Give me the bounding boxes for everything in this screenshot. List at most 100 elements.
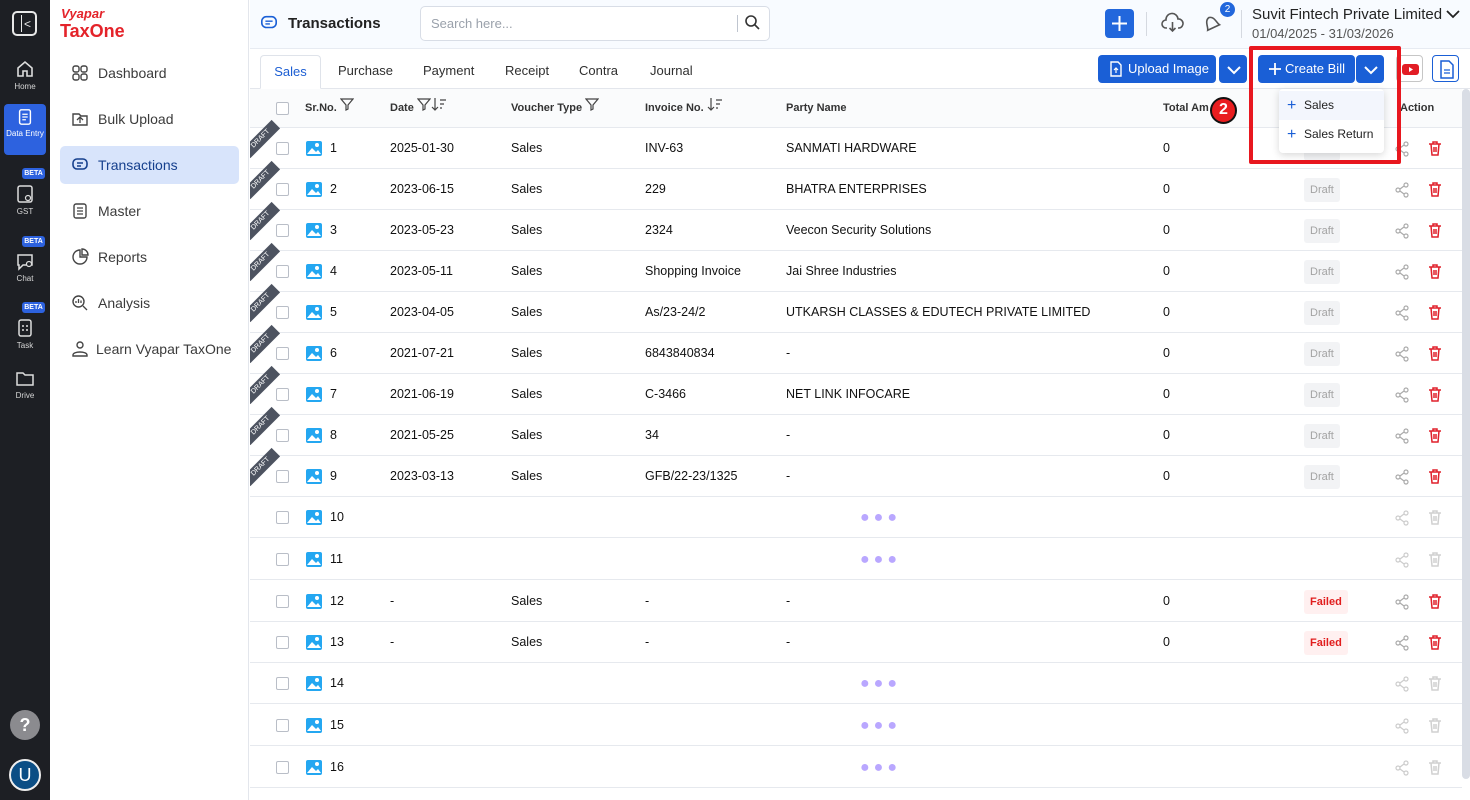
share-icon[interactable]: [1394, 676, 1410, 692]
share-icon[interactable]: [1394, 387, 1410, 403]
table-row[interactable]: 16 ●●●: [250, 747, 1462, 788]
share-icon[interactable]: [1394, 760, 1410, 776]
rail-item-task[interactable]: Task: [4, 318, 46, 350]
table-row[interactable]: DRAFT 6 2021-07-21 Sales 6843840834-0 Draft: [250, 324, 1462, 374]
rail-item-data-entry[interactable]: Data Entry: [4, 104, 46, 155]
row-checkbox[interactable]: [276, 761, 289, 774]
image-icon[interactable]: [305, 717, 323, 734]
delete-icon[interactable]: [1427, 759, 1443, 776]
row-checkbox[interactable]: [276, 677, 289, 690]
row-checkbox[interactable]: [276, 636, 289, 649]
row-checkbox[interactable]: [276, 265, 289, 278]
image-icon[interactable]: [305, 509, 323, 526]
delete-icon[interactable]: [1427, 222, 1443, 239]
image-icon[interactable]: [305, 593, 323, 610]
table-row[interactable]: DRAFT 4 2023-05-11 Sales Shopping Invoice Jai…: [250, 242, 1462, 292]
menu-item-sales-return[interactable]: + Sales Return: [1279, 120, 1384, 149]
share-icon[interactable]: [1394, 264, 1410, 280]
create-bill-button[interactable]: Create Bill: [1258, 55, 1355, 83]
share-icon[interactable]: [1394, 552, 1410, 568]
row-checkbox[interactable]: [276, 142, 289, 155]
avatar[interactable]: U: [9, 759, 41, 791]
financial-period[interactable]: 01/04/2025 - 31/03/2026: [1252, 26, 1394, 41]
sidebar-item-dashboard[interactable]: Dashboard: [60, 54, 239, 92]
share-icon[interactable]: [1394, 594, 1410, 610]
image-icon[interactable]: [305, 468, 323, 485]
table-row[interactable]: DRAFT 7 2021-06-19 Sales C-3466 NET LINK INFO…: [250, 365, 1462, 415]
notification-bell-icon[interactable]: [1200, 12, 1223, 35]
sidebar-item-learn[interactable]: Learn Vyapar TaxOne: [60, 330, 239, 368]
delete-icon[interactable]: [1427, 181, 1443, 198]
sidebar-item-analysis[interactable]: Analysis: [60, 284, 239, 322]
tab-payment[interactable]: Payment: [423, 63, 475, 78]
table-row[interactable]: 12 - Sales - - 0 Failed: [250, 581, 1462, 622]
image-icon[interactable]: [305, 345, 323, 362]
delete-icon[interactable]: [1427, 675, 1443, 692]
row-checkbox[interactable]: [276, 183, 289, 196]
image-icon[interactable]: [305, 304, 323, 321]
tab-sales[interactable]: Sales: [260, 55, 321, 89]
row-checkbox[interactable]: [276, 553, 289, 566]
search-icon[interactable]: [744, 14, 761, 31]
image-icon[interactable]: [305, 181, 323, 198]
filter-icon[interactable]: [416, 97, 432, 111]
delete-icon[interactable]: [1427, 140, 1443, 157]
vertical-scrollbar[interactable]: [1462, 89, 1470, 779]
share-icon[interactable]: [1394, 182, 1410, 198]
delete-icon[interactable]: [1427, 593, 1443, 610]
rail-item-gst[interactable]: GST: [4, 184, 46, 216]
row-checkbox[interactable]: [276, 595, 289, 608]
share-icon[interactable]: [1394, 469, 1410, 485]
share-icon[interactable]: [1394, 635, 1410, 651]
table-row[interactable]: 13 - Sales - - 0 Failed: [250, 622, 1462, 663]
sidebar-item-master[interactable]: Master: [60, 192, 239, 230]
rail-item-drive[interactable]: Drive: [4, 369, 46, 400]
table-row[interactable]: DRAFT 2 2023-06-15 Sales 229 BHATRA ENTERPRIS…: [250, 160, 1462, 210]
create-bill-dropdown[interactable]: [1356, 55, 1384, 83]
company-selector[interactable]: Suvit Fintech Private Limited: [1252, 6, 1460, 23]
table-row[interactable]: 14 ●●●: [250, 663, 1462, 704]
help-icon[interactable]: ?: [10, 710, 40, 740]
menu-item-sales[interactable]: + Sales: [1279, 91, 1384, 120]
row-checkbox[interactable]: [276, 719, 289, 732]
upload-image-button[interactable]: Upload Image: [1098, 55, 1216, 83]
image-icon[interactable]: [305, 634, 323, 651]
table-row[interactable]: 10 ●●●: [250, 497, 1462, 538]
share-icon[interactable]: [1394, 223, 1410, 239]
row-checkbox[interactable]: [276, 470, 289, 483]
image-icon[interactable]: [305, 759, 323, 776]
table-row[interactable]: DRAFT 5 2023-04-05 Sales As/23-24/2 UTKARSH C…: [250, 283, 1462, 333]
row-checkbox[interactable]: [276, 388, 289, 401]
image-icon[interactable]: [305, 427, 323, 444]
delete-icon[interactable]: [1427, 263, 1443, 280]
upload-image-dropdown[interactable]: [1219, 55, 1247, 83]
table-row[interactable]: 11 ●●●: [250, 539, 1462, 580]
search-input[interactable]: Search here...: [420, 6, 770, 41]
sidebar-item-bulk-upload[interactable]: Bulk Upload: [60, 100, 239, 138]
table-row[interactable]: DRAFT 9 2023-03-13 Sales GFB/22-23/1325-0 Dra…: [250, 447, 1462, 497]
image-icon[interactable]: [305, 675, 323, 692]
tab-contra[interactable]: Contra: [579, 63, 619, 78]
rail-item-home[interactable]: Home: [4, 59, 46, 91]
filter-icon[interactable]: [584, 97, 600, 111]
table-row[interactable]: DRAFT 3 2023-05-23 Sales 2324 Veecon Security…: [250, 201, 1462, 251]
delete-icon[interactable]: [1427, 427, 1443, 444]
row-checkbox[interactable]: [276, 511, 289, 524]
rail-item-chat[interactable]: Chat: [4, 252, 46, 283]
image-icon[interactable]: [305, 222, 323, 239]
row-checkbox[interactable]: [276, 347, 289, 360]
sidebar-item-reports[interactable]: Reports: [60, 238, 239, 276]
tab-receipt[interactable]: Receipt: [505, 63, 550, 78]
select-all-checkbox[interactable]: [276, 102, 289, 115]
delete-icon[interactable]: [1427, 634, 1443, 651]
share-icon[interactable]: [1394, 346, 1410, 362]
table-row[interactable]: 15 ●●●: [250, 705, 1462, 746]
image-icon[interactable]: [305, 263, 323, 280]
tab-purchase[interactable]: Purchase: [338, 63, 393, 78]
delete-icon[interactable]: [1427, 304, 1443, 321]
sidebar-toggle-icon[interactable]: <: [12, 11, 37, 36]
delete-icon[interactable]: [1427, 468, 1443, 485]
share-icon[interactable]: [1394, 510, 1410, 526]
sidebar-item-transactions[interactable]: Transactions: [60, 146, 239, 184]
row-checkbox[interactable]: [276, 224, 289, 237]
